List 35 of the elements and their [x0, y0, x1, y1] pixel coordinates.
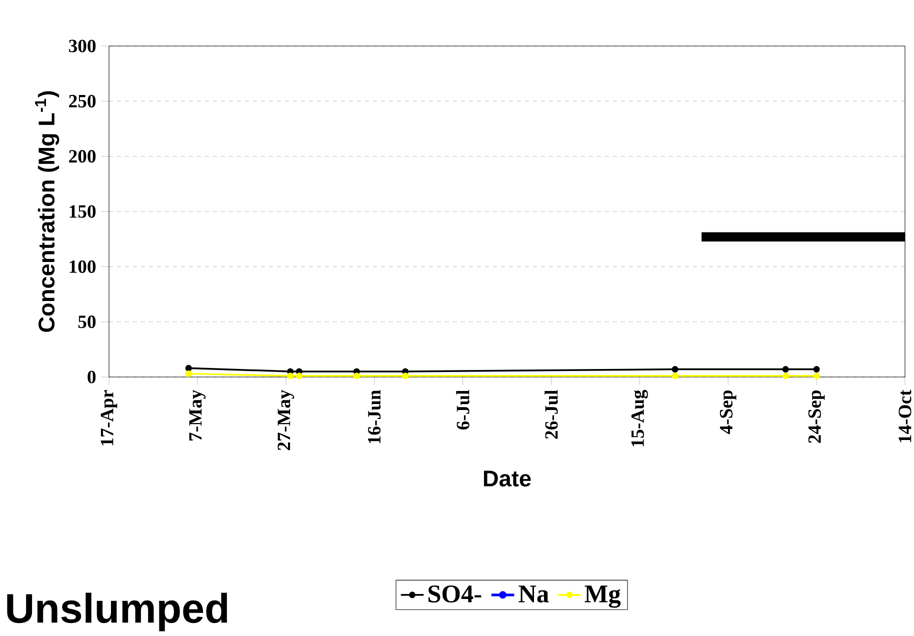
y-tick-label: 200 [69, 150, 96, 163]
y-tick-label: 100 [70, 260, 96, 273]
x-tick-label: 6-Jul [456, 390, 470, 430]
y-tick-label: 150 [70, 205, 96, 218]
point [813, 366, 820, 373]
point [782, 366, 789, 373]
text: Unslumped [7, 592, 228, 632]
x-axis-title: Date [484, 470, 531, 487]
y-tick-label: 0 [88, 370, 96, 384]
point [782, 372, 789, 380]
point [672, 372, 678, 380]
x-tick-label: 27-May [278, 390, 294, 450]
x-tick-label: 4-Sep [720, 390, 736, 434]
point [353, 372, 360, 380]
point [296, 372, 302, 380]
point [813, 372, 820, 380]
x-tick-label: 14-Oct [898, 390, 912, 442]
y-tick-label: 50 [78, 316, 96, 328]
y-axis-title: Concentration (Mg L$^{-1}$) [35, 91, 60, 332]
y-tick-label: 300 [69, 40, 96, 52]
legend-label: SO4- [428, 586, 482, 603]
x-tick-label: 7-May [189, 390, 206, 440]
point [672, 366, 678, 373]
x-tick-label: 15-Aug [631, 390, 648, 446]
y-tick-label: 250 [69, 94, 96, 108]
x-tick-label: 26-Jul [544, 390, 558, 439]
legend-label: Na [518, 586, 549, 602]
x-tick-label: 24-Sep [808, 390, 825, 443]
point [185, 364, 192, 372]
point [402, 372, 409, 380]
point [185, 370, 192, 377]
x-tick-label: 17-Apr [100, 390, 118, 446]
x-tick-label: 16-Jun [368, 390, 381, 444]
point [287, 372, 294, 380]
legend-label: Mg [584, 586, 621, 608]
